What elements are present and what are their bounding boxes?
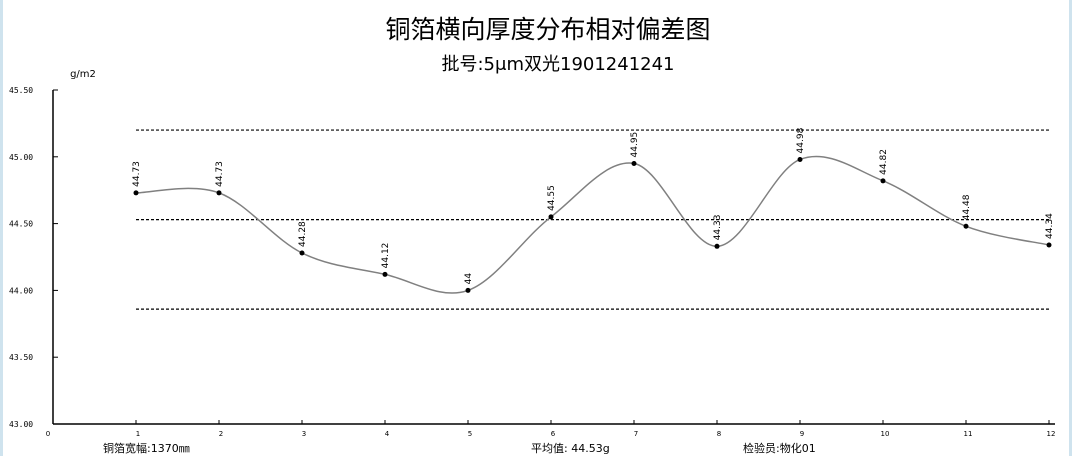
x-tick-label: 10	[881, 430, 890, 438]
data-label: 44.33	[713, 215, 723, 241]
data-point	[631, 160, 637, 166]
x-tick-label: 6	[551, 430, 556, 438]
data-label: 44.95	[630, 132, 640, 158]
x-tick-label: 3	[302, 430, 306, 438]
y-tick-label: 45.00	[9, 153, 33, 162]
x-tick-label: 9	[800, 430, 804, 438]
data-label: 44.48	[962, 194, 972, 220]
line-chart: 铜箔横向厚度分布相对偏差图 批号:5μm双光1901241241 g/m2 铜箔…	[9, 15, 1056, 455]
x-tick-label: 7	[634, 430, 638, 438]
x-tick-label: 1	[136, 430, 140, 438]
x-tick-label: 4	[385, 430, 390, 438]
x-tick-label: 0	[46, 430, 50, 438]
chart-title: 铜箔横向厚度分布相对偏差图	[385, 15, 710, 44]
data-label: 44.34	[1045, 213, 1055, 239]
y-tick-label: 43.50	[9, 353, 33, 362]
data-point	[714, 243, 720, 249]
data-point	[1046, 242, 1052, 248]
data-label: 44.98	[796, 127, 806, 153]
data-point	[216, 190, 222, 196]
y-axis-label: g/m2	[70, 69, 96, 80]
data-point	[299, 250, 305, 256]
data-point	[133, 190, 139, 196]
y-tick-label: 43.00	[9, 420, 33, 429]
data-point	[382, 271, 388, 277]
data-point	[880, 178, 886, 184]
data-point	[963, 223, 969, 229]
x-tick-label: 2	[219, 430, 223, 438]
data-label: 44.73	[132, 161, 142, 187]
data-point	[465, 287, 471, 293]
data-point	[797, 156, 803, 162]
y-tick-label: 44.00	[9, 286, 33, 295]
data-point	[548, 214, 554, 220]
x-tick-label: 8	[717, 430, 721, 438]
footer-width: 铜箔宽幅:1370㎜	[103, 441, 190, 455]
x-tick-label: 12	[1047, 430, 1056, 438]
data-label: 44.12	[381, 243, 391, 269]
data-label: 44	[464, 273, 474, 285]
y-tick-label: 45.50	[9, 86, 33, 95]
data-label: 44.82	[879, 149, 889, 175]
y-tick-label: 44.50	[9, 220, 33, 229]
x-tick-label: 5	[468, 430, 472, 438]
data-label: 44.28	[298, 221, 308, 247]
data-label: 44.55	[547, 185, 557, 211]
data-label: 44.73	[215, 161, 225, 187]
footer-average: 平均值: 44.53g	[531, 442, 610, 455]
series-line	[135, 155, 1050, 294]
chart-subtitle: 批号:5μm双光1901241241	[441, 54, 674, 75]
x-tick-label: 11	[964, 430, 973, 438]
footer-inspector: 检验员:物化01	[743, 441, 816, 455]
